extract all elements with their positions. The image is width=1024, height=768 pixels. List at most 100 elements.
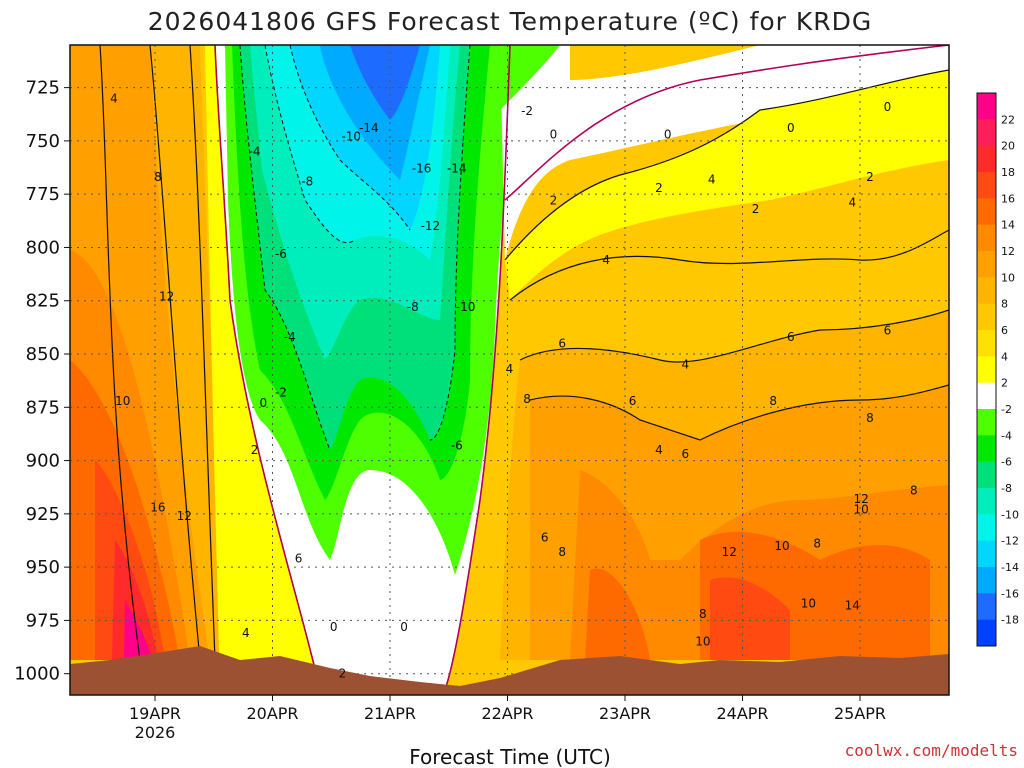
- contour-label: 6: [681, 447, 689, 461]
- y-tick-label: 975: [26, 610, 60, 631]
- credit-text: coolwx.com/modelts: [845, 741, 1018, 760]
- contour-label: 14: [845, 598, 860, 612]
- contour-label: -4: [284, 330, 296, 344]
- x-tick-label: 25APR: [834, 704, 886, 723]
- field-warm-left-18: [112, 540, 158, 660]
- contour-label: 6: [541, 530, 549, 544]
- colorbar-label: 2: [1001, 377, 1008, 390]
- chart-title: 2026041806 GFS Forecast Temperature (ºC)…: [148, 7, 873, 36]
- colorbar-swatch: [977, 277, 996, 305]
- colorbar-label: -12: [1001, 535, 1019, 548]
- contour-label: -6: [451, 439, 463, 453]
- x-tick-label: 23APR: [599, 704, 651, 723]
- field-warm-left-20: [124, 600, 152, 660]
- field-yellow-right: [505, 70, 949, 300]
- contour-label: 8: [866, 411, 874, 425]
- colorbar-swatch: [977, 119, 996, 147]
- contour-label: 4: [110, 91, 118, 105]
- contour-label: 12: [177, 509, 192, 523]
- y-tick-label: 750: [26, 131, 60, 152]
- contour-label: 12: [853, 492, 868, 506]
- x-tick-label: 21APR: [364, 704, 416, 723]
- contour-zero-lines: [214, 45, 949, 691]
- y-tick-label: 800: [26, 237, 60, 258]
- colorbar-label: -16: [1001, 587, 1019, 600]
- contour-label: -2: [275, 385, 287, 399]
- x-tick-label: 19APR: [129, 704, 181, 723]
- y-tick-label: 875: [26, 397, 60, 418]
- colorbar-swatch: [977, 409, 996, 436]
- colorbar-label: 10: [1001, 271, 1015, 284]
- contour-label: 12: [159, 289, 174, 303]
- contour-label: 6: [295, 552, 303, 566]
- field-warm-right-14: [710, 577, 790, 660]
- y-tick-label: 850: [26, 344, 60, 365]
- y-tick-label: 925: [26, 504, 60, 525]
- plot-area: [70, 45, 949, 695]
- colorbar-label: 20: [1001, 140, 1015, 153]
- contour-label: 4: [242, 626, 250, 640]
- contour-lines: [99, 45, 949, 661]
- colorbar-swatch: [977, 356, 996, 384]
- contour-label: 0: [400, 620, 408, 634]
- colorbar-swatch: [977, 303, 996, 331]
- contour-label: 2: [866, 170, 874, 184]
- contour-label: 8: [154, 170, 162, 184]
- x-tick-label: 24APR: [716, 704, 768, 723]
- colorbar-label: 14: [1001, 219, 1015, 232]
- colorbar-frame: [976, 92, 997, 647]
- colorbar-label: -10: [1001, 508, 1019, 521]
- contour-label: 8: [699, 607, 707, 621]
- contour-label: 2: [339, 667, 347, 681]
- field-cold-minus16: [350, 45, 420, 120]
- contour-label: 10: [801, 596, 816, 610]
- colorbar-label: 8: [1001, 298, 1008, 311]
- colorbar-label: -18: [1001, 614, 1019, 627]
- colorbar-swatch: [977, 593, 996, 621]
- contour-label: 4: [848, 196, 856, 210]
- contour-label: 10: [115, 394, 130, 408]
- contour-lines-negative: [239, 45, 471, 451]
- colorbar-swatch: [977, 145, 996, 173]
- contour-label: -8: [407, 300, 419, 314]
- field-warm-left-16: [95, 460, 165, 660]
- contour-label: 4: [708, 172, 716, 186]
- colorbar-label: -2: [1001, 403, 1012, 416]
- contour-label: 2: [550, 194, 558, 208]
- colorbar-label: 6: [1001, 324, 1008, 337]
- contour-label: 0: [664, 128, 672, 142]
- contour-label: 6: [558, 336, 566, 350]
- colorbar-label: -8: [1001, 482, 1012, 495]
- contour-label: 0: [787, 121, 795, 135]
- colorbar-label: 4: [1001, 350, 1008, 363]
- colorbar-label: 12: [1001, 245, 1015, 258]
- colorbar-swatch: [977, 382, 996, 410]
- colorbar-label: -6: [1001, 456, 1012, 469]
- contour-label: 0: [884, 100, 892, 114]
- colorbar-swatch: [977, 172, 996, 199]
- contour-label: 6: [884, 324, 892, 338]
- contour-label: 6: [629, 394, 637, 408]
- terrain-surface: [70, 646, 949, 695]
- contour-label: 8: [523, 392, 531, 406]
- contour-label: 2: [251, 443, 259, 457]
- contour-label: 4: [681, 358, 689, 372]
- contour-label: 2: [752, 202, 760, 216]
- colorbar-swatch: [977, 330, 996, 357]
- field-warm-right-12a: [585, 568, 650, 660]
- x-tick-label: 20APR: [246, 704, 298, 723]
- contour-label: 8: [558, 545, 566, 559]
- colorbar-swatch: [977, 198, 996, 226]
- contour-label: -16: [412, 162, 432, 176]
- contour-label: 6: [787, 330, 795, 344]
- y-tick-label: 825: [26, 291, 60, 312]
- contour-label: 8: [769, 394, 777, 408]
- y-tick-label: 775: [26, 184, 60, 205]
- contour-label: 0: [260, 396, 268, 410]
- contour-label: 8: [910, 483, 918, 497]
- contour-label: -10: [456, 300, 476, 314]
- colorbar-label: 22: [1001, 113, 1015, 126]
- colorbar-swatch: [977, 567, 996, 594]
